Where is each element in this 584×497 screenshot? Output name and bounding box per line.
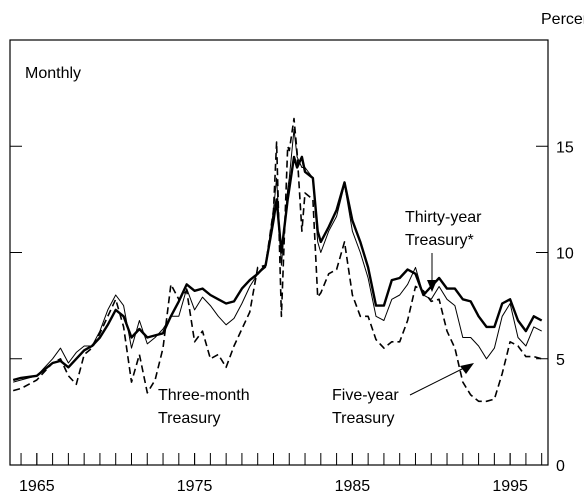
y-tick-label: 15	[556, 139, 574, 156]
y-tick-label: 10	[556, 246, 574, 263]
arrow	[409, 366, 467, 396]
plot-frame	[9, 39, 549, 466]
series-line	[12, 155, 543, 382]
y-tick-label: 5	[556, 352, 565, 369]
arrowhead	[460, 363, 474, 374]
annotation: Monthly	[25, 65, 81, 82]
series-line	[13, 128, 542, 383]
series-label: Treasury	[158, 410, 221, 427]
y-tick-label: 0	[556, 458, 565, 475]
x-tick-label: 1995	[492, 478, 528, 495]
series-label: Thirty-year	[405, 209, 482, 226]
series-label: Three-month	[158, 387, 250, 404]
series-label: Treasury*	[405, 232, 474, 249]
series-label: Treasury	[332, 410, 395, 427]
x-tick-label: 1985	[335, 478, 371, 495]
series-line	[12, 117, 542, 403]
x-tick-label: 1975	[177, 478, 213, 495]
y-axis-label: Percent	[541, 11, 584, 28]
x-tick-label: 1965	[19, 478, 55, 495]
series-label: Five-year	[332, 387, 399, 404]
